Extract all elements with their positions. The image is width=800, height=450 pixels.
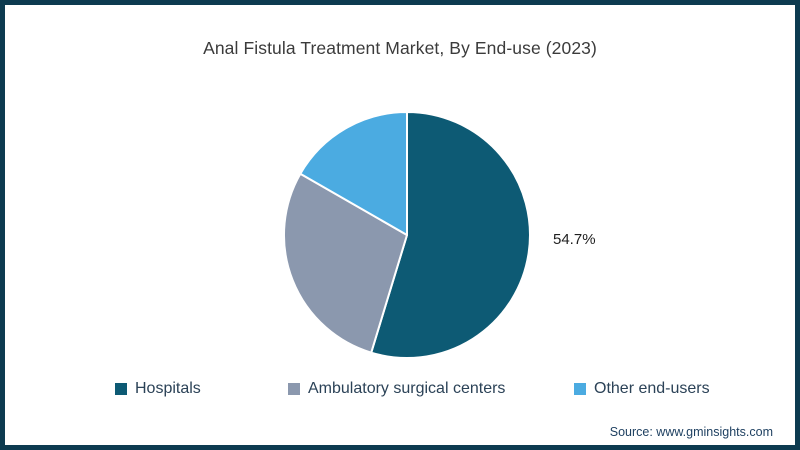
legend: Hospitals Ambulatory surgical centers Ot…: [5, 380, 795, 404]
legend-label-hospitals: Hospitals: [135, 380, 201, 397]
legend-swatch-hospitals-icon: [115, 383, 127, 395]
legend-label-other: Other end-users: [594, 380, 710, 397]
legend-swatch-ambulatory-icon: [288, 383, 300, 395]
legend-label-ambulatory: Ambulatory surgical centers: [308, 380, 506, 397]
legend-item-other-end-users: Other end-users: [574, 380, 710, 398]
chart-title: Anal Fistula Treatment Market, By End-us…: [203, 38, 597, 58]
pie-data-label-hospitals: 54.7%: [553, 231, 596, 248]
pie-slice-2: [299, 111, 408, 236]
legend-swatch-other-icon: [574, 383, 586, 395]
pie-slice-0: [370, 111, 531, 359]
pie-chart: [282, 111, 531, 359]
legend-item-ambulatory-surgical-centers: Ambulatory surgical centers: [288, 380, 505, 398]
legend-item-hospitals: Hospitals: [115, 380, 201, 398]
source-attribution: Source: www.gminsights.com: [609, 425, 773, 439]
